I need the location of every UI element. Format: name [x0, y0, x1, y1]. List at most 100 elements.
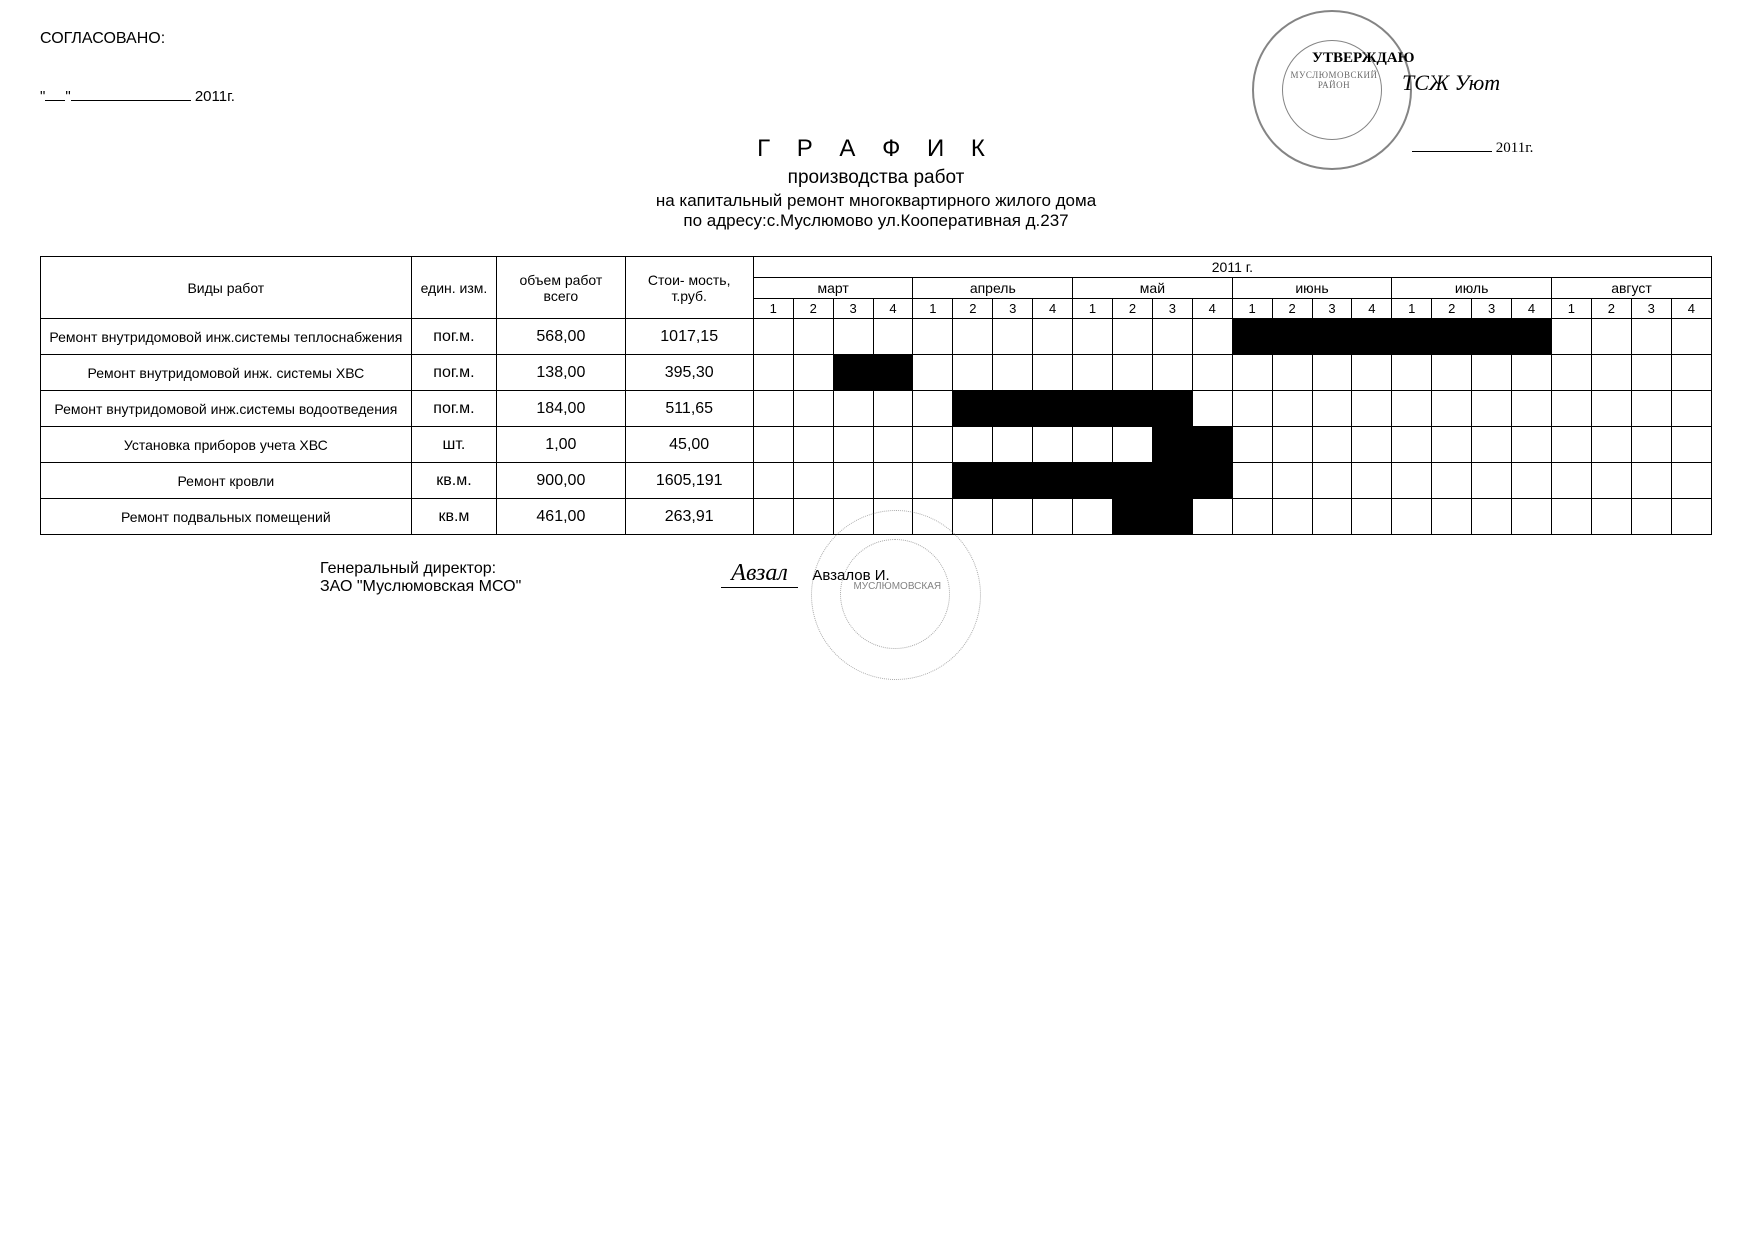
gantt-cell: [1033, 499, 1073, 535]
gantt-cell: [1232, 391, 1272, 427]
vol-cell: 138,00: [497, 355, 625, 391]
table-head: Виды работ един. изм. объем работ всего …: [41, 257, 1712, 319]
gantt-cell: [1152, 391, 1192, 427]
gantt-cell: [1033, 463, 1073, 499]
gantt-cell: [1272, 391, 1312, 427]
gantt-cell: [1113, 355, 1153, 391]
gantt-cell: [1113, 463, 1153, 499]
week-header: 3: [1631, 299, 1671, 319]
cost-cell: 395,30: [625, 355, 753, 391]
gantt-cell: [1551, 355, 1591, 391]
cost-cell: 511,65: [625, 391, 753, 427]
week-header: 1: [1073, 299, 1113, 319]
gantt-cell: [753, 499, 793, 535]
cost-cell: 1017,15: [625, 319, 753, 355]
work-name-cell: Установка приборов учета ХВС: [41, 427, 412, 463]
gantt-cell: [793, 355, 833, 391]
gantt-cell: [1631, 319, 1671, 355]
vol-cell: 461,00: [497, 499, 625, 535]
agree-date-line: "" 2011г.: [40, 88, 440, 105]
gantt-cell: [953, 355, 993, 391]
gantt-cell: [1671, 463, 1711, 499]
gantt-cell: [1392, 499, 1432, 535]
gantt-cell: [913, 319, 953, 355]
gantt-cell: [1073, 427, 1113, 463]
gantt-cell: [1591, 319, 1631, 355]
work-name-cell: Ремонт внутридомовой инж.системы водоотв…: [41, 391, 412, 427]
gantt-cell: [913, 391, 953, 427]
gantt-cell: [873, 427, 913, 463]
gantt-cell: [1591, 427, 1631, 463]
gantt-cell: [833, 427, 873, 463]
table-row: Ремонт кровликв.м.900,001605,191: [41, 463, 1712, 499]
gantt-cell: [1192, 499, 1232, 535]
cost-cell: 1605,191: [625, 463, 753, 499]
approve-signature: ТСЖ Уют: [1402, 70, 1712, 96]
gantt-cell: [1432, 319, 1472, 355]
vol-cell: 568,00: [497, 319, 625, 355]
unit-cell: шт.: [411, 427, 497, 463]
gantt-cell: [1631, 427, 1671, 463]
stamp-text: МУСЛЮМОВСКИЙ РАЙОН: [1284, 70, 1384, 90]
gantt-cell: [1512, 391, 1552, 427]
year-header: 2011 г.: [753, 257, 1711, 278]
director-label: Генеральный директор:: [320, 560, 521, 578]
gantt-cell: [1671, 355, 1711, 391]
unit-cell: пог.м.: [411, 391, 497, 427]
gantt-cell: [873, 463, 913, 499]
gantt-cell: [1073, 499, 1113, 535]
week-header: 2: [1113, 299, 1153, 319]
table-row: Ремонт внутридомовой инж.системы водоотв…: [41, 391, 1712, 427]
gantt-cell: [1472, 319, 1512, 355]
gantt-cell: [753, 319, 793, 355]
gantt-cell: [793, 463, 833, 499]
gantt-cell: [913, 427, 953, 463]
unit-cell: пог.м.: [411, 319, 497, 355]
gantt-cell: [1472, 391, 1512, 427]
month-header: апрель: [913, 278, 1073, 299]
work-name-cell: Ремонт внутридомовой инж.системы теплосн…: [41, 319, 412, 355]
vol-cell: 184,00: [497, 391, 625, 427]
gantt-cell: [953, 391, 993, 427]
stamp-icon: МУСЛЮМОВСКИЙ РАЙОН: [1252, 10, 1412, 170]
gantt-cell: [1352, 319, 1392, 355]
month-header: март: [753, 278, 913, 299]
footer-stamp-icon: МУСЛЮМОВСКАЯ: [811, 510, 981, 680]
gantt-cell: [1073, 463, 1113, 499]
approve-label: УТВЕРЖДАЮ: [1312, 50, 1415, 67]
week-header: 3: [1472, 299, 1512, 319]
gantt-cell: [833, 463, 873, 499]
unit-cell: кв.м: [411, 499, 497, 535]
work-name-cell: Ремонт внутридомовой инж. системы ХВС: [41, 355, 412, 391]
gantt-cell: [1671, 427, 1711, 463]
gantt-cell: [1113, 391, 1153, 427]
gantt-cell: [1272, 427, 1312, 463]
gantt-cell: [1352, 355, 1392, 391]
director-block: Генеральный директор: ЗАО "Муслюмовская …: [320, 560, 521, 596]
gantt-cell: [1631, 463, 1671, 499]
gantt-cell: [1512, 499, 1552, 535]
week-header: 1: [913, 299, 953, 319]
title-line1: на капитальный ремонт многоквартирного ж…: [40, 191, 1712, 211]
unit-cell: пог.м.: [411, 355, 497, 391]
gantt-cell: [1232, 319, 1272, 355]
gantt-cell: [833, 355, 873, 391]
gantt-cell: [1312, 427, 1352, 463]
unit-cell: кв.м.: [411, 463, 497, 499]
gantt-cell: [793, 427, 833, 463]
gantt-cell: [1671, 319, 1711, 355]
gantt-cell: [993, 499, 1033, 535]
gantt-cell: [1152, 355, 1192, 391]
gantt-cell: [1152, 319, 1192, 355]
gantt-cell: [993, 355, 1033, 391]
gantt-cell: [833, 319, 873, 355]
gantt-cell: [1192, 463, 1232, 499]
gantt-cell: [1591, 355, 1631, 391]
gantt-cell: [1352, 427, 1392, 463]
gantt-cell: [753, 355, 793, 391]
gantt-cell: [1551, 391, 1591, 427]
gantt-cell: [1591, 499, 1631, 535]
gantt-cell: [1232, 427, 1272, 463]
gantt-cell: [1152, 427, 1192, 463]
gantt-cell: [1073, 319, 1113, 355]
